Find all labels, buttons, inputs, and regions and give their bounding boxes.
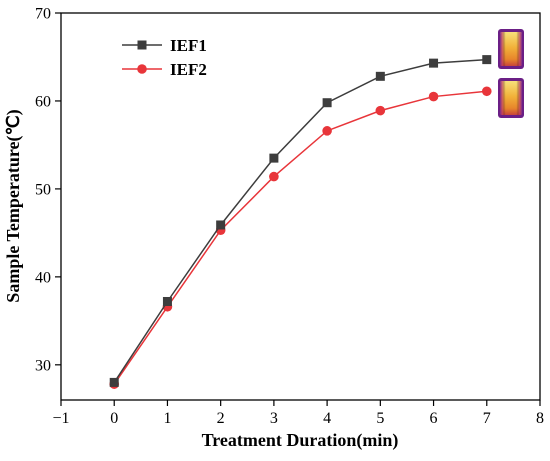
data-point-ief1: [162, 296, 172, 306]
x-tick-label: 6: [430, 410, 438, 427]
plot-frame: [60, 12, 541, 401]
y-tick-label: 60: [35, 93, 51, 110]
x-tick-label: 7: [483, 410, 491, 427]
x-tick-label: 1: [163, 410, 171, 427]
data-point-ief1: [269, 153, 279, 163]
legend: IEF1 IEF2: [122, 36, 207, 79]
legend-entry-ief2: IEF2: [122, 60, 207, 79]
data-point-ief1: [216, 220, 226, 230]
data-point-ief1: [429, 58, 439, 68]
y-tick-label: 40: [35, 269, 51, 286]
data-point-ief1: [482, 55, 492, 65]
x-tick-label: 2: [217, 410, 225, 427]
x-axis-title: Treatment Duration(min): [202, 430, 399, 451]
legend-marker-ief2: [137, 64, 147, 74]
data-point-ief2: [322, 126, 332, 136]
data-point-ief1: [375, 71, 385, 81]
legend-entry-ief1: IEF1: [122, 36, 207, 55]
x-tick-label: 3: [270, 410, 278, 427]
thermal-image-ief2: [498, 78, 524, 118]
data-point-ief2: [428, 91, 439, 102]
x-tick-label: 4: [323, 410, 331, 427]
x-tick-label: 0: [110, 410, 118, 427]
y-axis-title: Sample Temperature(℃): [3, 109, 24, 302]
y-tick-label: 30: [35, 357, 51, 374]
series-line-ief2: [113, 90, 487, 385]
x-tick-label: 8: [536, 410, 544, 427]
series-layer: [109, 55, 492, 389]
x-axis-ticks: −1 0 1 2 3 4 5 6 7 8: [52, 400, 544, 427]
x-tick-label: 5: [376, 410, 384, 427]
data-point-ief1: [322, 98, 332, 108]
legend-label-ief2: IEF2: [170, 60, 207, 79]
y-tick-label: 50: [35, 181, 51, 198]
data-point-ief2: [269, 171, 279, 182]
data-point-ief2: [481, 86, 492, 97]
data-point-ief2: [375, 105, 386, 116]
legend-marker-ief1: [137, 40, 147, 50]
series-line-ief1: [113, 58, 487, 383]
thermal-image-ief1: [498, 29, 524, 69]
x-tick-label: −1: [52, 410, 69, 427]
legend-label-ief1: IEF1: [170, 36, 207, 55]
data-point-ief1: [109, 377, 119, 387]
y-axis-ticks: 30 40 50 60 70: [35, 6, 61, 374]
y-tick-label: 70: [35, 6, 51, 23]
